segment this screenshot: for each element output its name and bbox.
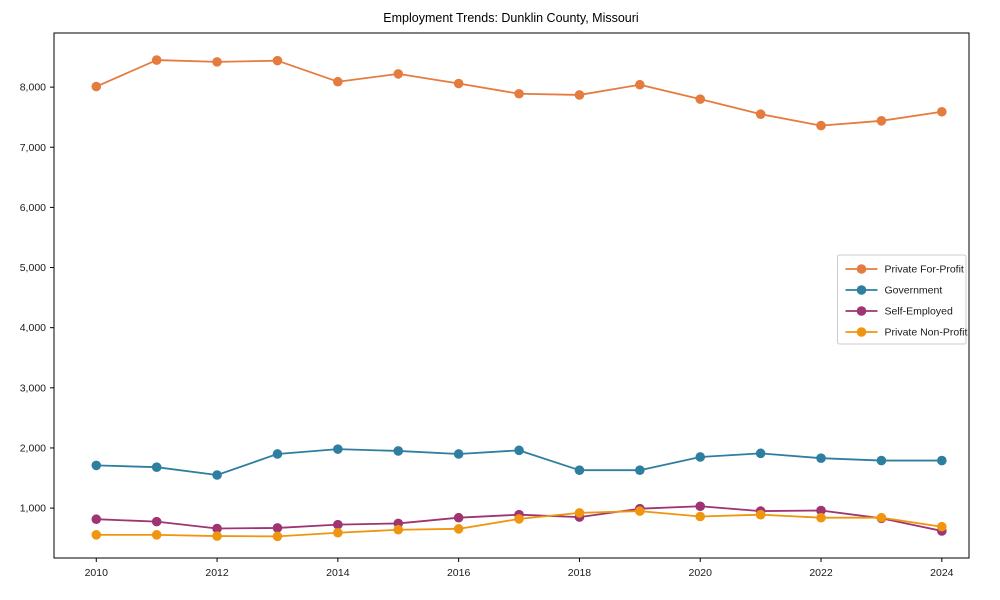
data-point-government-2024 (937, 455, 947, 466)
plot-frame (53, 32, 970, 559)
data-point-private-non-profit-2022 (816, 512, 826, 523)
series-private-for-profit (91, 55, 947, 131)
legend-label: Government (885, 285, 943, 297)
data-point-private-for-profit-2015 (393, 69, 404, 79)
data-point-private-non-profit-2017 (514, 514, 524, 524)
data-point-private-for-profit-2023 (876, 116, 887, 126)
series-government (91, 444, 947, 480)
x-tick-label: 2022 (809, 567, 833, 579)
data-point-self-employed-2012 (212, 523, 222, 534)
x-tick-label: 2024 (930, 567, 954, 579)
y-tick-label: 3,000 (20, 382, 46, 394)
data-point-private-for-profit-2011 (151, 55, 162, 65)
data-point-self-employed-2010 (91, 514, 102, 525)
y-tick-label: 4,000 (20, 322, 46, 334)
legend-item-private-non-profit: Private Non-Profit (845, 327, 968, 339)
data-point-government-2018 (574, 465, 585, 475)
legend-label: Private For-Profit (885, 264, 964, 276)
data-point-private-for-profit-2017 (514, 88, 524, 99)
data-point-government-2016 (453, 449, 464, 459)
data-point-private-non-profit-2023 (876, 512, 887, 523)
data-point-government-2013 (272, 449, 283, 459)
data-point-private-non-profit-2015 (393, 524, 404, 535)
x-tick-label: 2018 (568, 567, 592, 579)
y-tick-label: 6,000 (20, 202, 46, 214)
legend-layer: Private For-Profit Government Self-Employe… (837, 254, 968, 345)
data-point-private-non-profit-2019 (635, 506, 645, 516)
data-point-private-non-profit-2020 (695, 511, 706, 522)
data-point-private-for-profit-2021 (755, 109, 766, 119)
y-tick-label: 7,000 (20, 142, 46, 154)
legend-label: Self-Employed (885, 306, 953, 318)
legend-marker (856, 327, 867, 337)
axes-layer: 1,000 2,000 3,000 4,000 5,000 6,000 7,000 8,000… (20, 32, 970, 579)
data-point-government-2012 (212, 470, 222, 480)
data-point-government-2022 (816, 453, 826, 463)
data-point-private-for-profit-2024 (937, 106, 947, 117)
data-point-private-non-profit-2014 (333, 527, 343, 538)
data-point-self-employed-2014 (333, 519, 343, 530)
data-point-private-for-profit-2022 (816, 120, 826, 131)
data-point-self-employed-2016 (453, 512, 464, 523)
data-point-private-non-profit-2016 (453, 524, 464, 534)
series-layer (91, 55, 947, 542)
data-point-private-non-profit-2013 (272, 531, 283, 542)
data-point-self-employed-2013 (272, 523, 283, 533)
x-tick-label: 2016 (447, 567, 471, 579)
data-point-private-for-profit-2012 (212, 57, 222, 67)
x-tick-label: 2010 (85, 567, 109, 579)
data-point-private-non-profit-2011 (151, 530, 162, 540)
data-point-private-non-profit-2021 (755, 509, 766, 520)
data-point-self-employed-2022 (816, 505, 826, 516)
legend-item-private-for-profit: Private For-Profit (845, 264, 964, 276)
data-point-private-for-profit-2013 (272, 55, 283, 66)
data-point-private-non-profit-2012 (212, 531, 222, 541)
data-point-government-2011 (151, 462, 162, 472)
data-point-government-2017 (514, 445, 524, 456)
legend-label: Private Non-Profit (885, 327, 968, 339)
data-point-private-non-profit-2018 (574, 508, 585, 518)
data-point-government-2010 (91, 460, 102, 471)
y-tick-label: 8,000 (20, 82, 46, 94)
legend-marker (856, 306, 867, 316)
legend-marker (856, 285, 867, 295)
x-tick-label: 2020 (689, 567, 713, 579)
data-point-self-employed-2020 (695, 501, 706, 512)
data-point-government-2014 (333, 444, 343, 454)
data-point-government-2020 (695, 452, 706, 462)
data-point-government-2023 (876, 455, 887, 466)
data-point-private-for-profit-2014 (333, 76, 343, 87)
data-point-government-2021 (755, 448, 766, 459)
data-point-private-for-profit-2019 (635, 79, 645, 90)
data-point-self-employed-2011 (151, 516, 162, 527)
data-point-private-for-profit-2020 (695, 94, 706, 104)
legend-item-self-employed: Self-Employed (845, 306, 953, 318)
data-point-private-non-profit-2024 (937, 521, 947, 532)
y-tick-label: 5,000 (20, 262, 46, 274)
data-point-private-for-profit-2018 (574, 90, 585, 100)
x-tick-label: 2012 (205, 567, 229, 579)
legend-box (837, 254, 967, 345)
chart-title: Employment Trends: Dunklin County, Misso… (383, 11, 638, 25)
data-point-private-non-profit-2010 (91, 530, 102, 540)
legend-marker (856, 264, 867, 274)
series-private-non-profit (91, 506, 947, 542)
x-tick-label: 2014 (326, 567, 350, 579)
data-point-government-2019 (635, 465, 645, 475)
y-tick-label: 1,000 (20, 503, 46, 515)
y-tick-label: 2,000 (20, 442, 46, 454)
legend-item-government: Government (845, 285, 943, 297)
data-point-government-2015 (393, 446, 404, 456)
data-point-private-for-profit-2016 (453, 78, 464, 89)
data-point-private-for-profit-2010 (91, 81, 102, 92)
